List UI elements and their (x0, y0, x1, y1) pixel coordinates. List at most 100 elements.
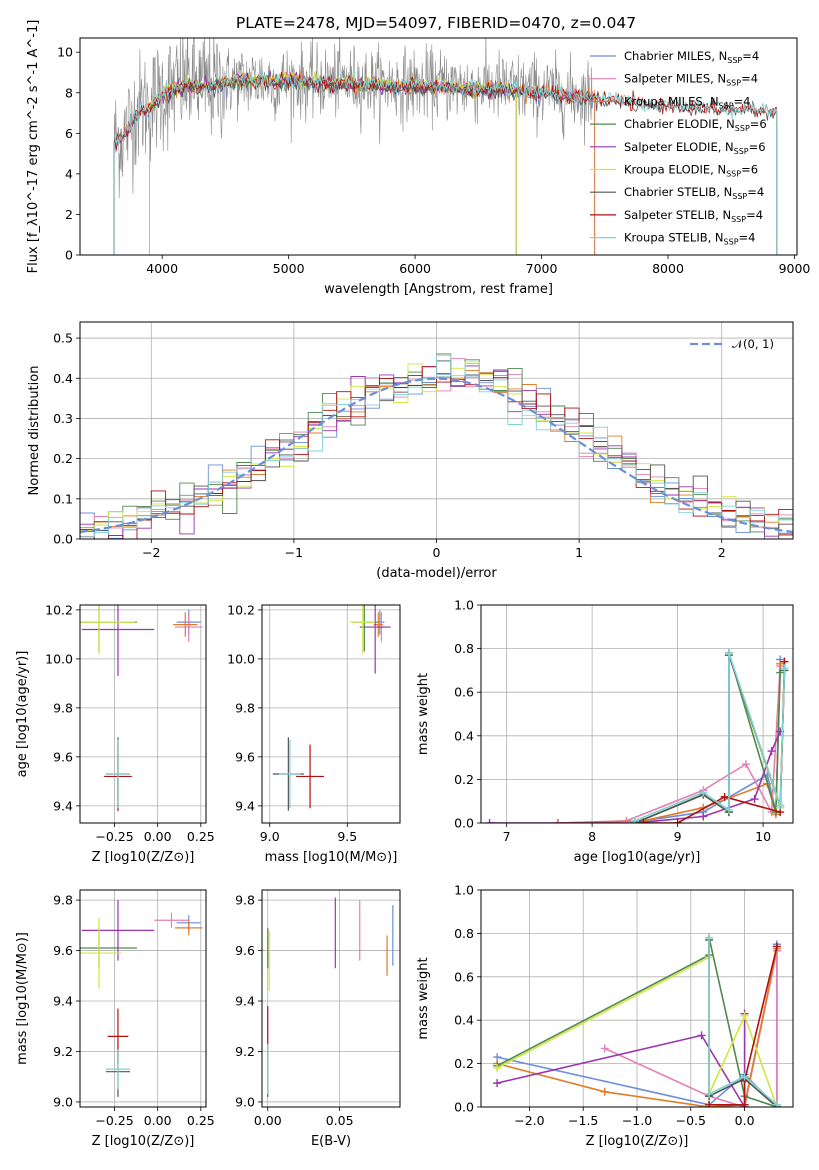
x-tick-label: 0.0 (735, 1113, 755, 1128)
axes-mass-vs-EBV: 0.00 0.05 9.0 9.2 9.4 9.6 9.8 E(B-V) (235, 889, 401, 1149)
x-axis-label: age [log10(age/yr)] (574, 850, 701, 865)
series-line-kroupa-miles (557, 663, 781, 823)
y-tick-label: 4 (65, 166, 73, 181)
y-tick-label: 9.0 (53, 1094, 73, 1109)
series-line-salpeter-stelib (709, 946, 778, 1106)
y-tick-label: 0.8 (454, 641, 474, 656)
plot-area-weight-vs-age (485, 648, 789, 823)
marker-salpeter-elodie (767, 747, 776, 756)
y-tick-label: 9.8 (235, 700, 255, 715)
x-tick-label: −0.25 (95, 1113, 133, 1128)
legend-label-chabrier-miles: Chabrier MILES, NSSP=4 (624, 49, 759, 65)
legend-text: Kroupa MILES, N (624, 94, 719, 108)
marker-salpeter-miles (600, 1044, 609, 1053)
axes-frame (79, 37, 798, 256)
x-tick-label: 0.00 (144, 1113, 172, 1128)
x-tick-label: 9.0 (260, 829, 280, 844)
axes-weight-vs-Z: −2.0 −1.5 −1.0 −0.5 0.0 0.0 0.2 0.4 0.6 0.8 1.0 Z [… (416, 883, 794, 1149)
marker-salpeter-elodie (699, 812, 708, 821)
y-tick-label: 10.2 (227, 602, 255, 617)
legend-text: Chabrier ELODIE, N (624, 117, 735, 131)
axes-weight-vs-age: 7 8 9 10 0.0 0.2 0.4 0.6 0.8 1.0 age [log10(age/yr… (416, 598, 794, 865)
y-tick-label: 0.5 (53, 331, 73, 346)
marker-salpeter-elodie (485, 819, 494, 823)
y-tick-label: 0.0 (53, 532, 73, 547)
legend-text: Chabrier STELIB, N (624, 185, 732, 199)
y-tick-label: 8 (65, 85, 73, 100)
x-tick-label: 7000 (526, 261, 558, 276)
y-tick-label: 1.0 (454, 598, 474, 613)
legend-text: =4 (746, 208, 763, 222)
y-axis-label: Normed distribution (27, 366, 42, 496)
y-tick-label: 9.4 (53, 798, 73, 813)
legend-label-salpeter-stelib: Salpeter STELIB, NSSP=4 (624, 208, 763, 224)
series-line-chabrier-stelib (708, 939, 778, 1107)
axes-spectrum: 4000 5000 6000 7000 8000 9000 0 2 4 6 8 10 wavelengt… (26, 20, 811, 297)
y-tick-label: 0 (65, 248, 73, 263)
axes-residuals: −2 −1 0 1 2 0.0 0.1 0.2 0.3 0.4 0.5 (data-model)/er… (27, 321, 794, 581)
marker-kroupa-elodie (740, 1011, 749, 1020)
legend-text: =4 (747, 185, 764, 199)
y-tick-label: 9.2 (235, 1044, 255, 1059)
plot-area-age-vs-Z (80, 605, 203, 811)
marker-salpeter-stelib (772, 942, 781, 951)
legend-text: =4 (734, 94, 751, 108)
legend-text: Salpeter STELIB, N (624, 208, 731, 222)
figure-title: PLATE=2478, MJD=54097, FIBERID=0470, z=0… (236, 14, 636, 32)
x-tick-label: 7 (503, 829, 511, 844)
y-tick-label: 9.8 (53, 700, 73, 715)
y-axis-label: Flux [f_λ10^-17 erg cm^-2 s^-1 A^-1] (26, 20, 41, 274)
legend-text: =6 (750, 117, 767, 131)
y-tick-label: 2 (65, 207, 73, 222)
x-tick-label: 9000 (779, 261, 811, 276)
y-tick-label: 9.8 (235, 893, 255, 908)
y-tick-label: 9.8 (53, 893, 73, 908)
y-tick-label: 0.2 (454, 772, 474, 787)
y-tick-label: 10.2 (45, 602, 73, 617)
x-tick-label: −2 (142, 545, 160, 560)
x-tick-label: 8000 (652, 261, 684, 276)
marker-kroupa-stelib (705, 933, 714, 942)
marker-kroupa-stelib (724, 648, 733, 657)
series-line-salpeter-miles (604, 950, 778, 1107)
x-tick-label: 1 (575, 545, 583, 560)
x-axis-label: E(B-V) (311, 1134, 351, 1149)
legend-subscript: SSP (719, 101, 734, 110)
legend-text: =6 (741, 163, 758, 177)
series-line-salpeter-elodie (496, 1013, 746, 1107)
y-axis-label: mass weight (416, 673, 431, 755)
axes-frame (79, 604, 207, 824)
legend-subscript: SSP (734, 147, 749, 156)
axes-mass-vs-Z: −0.25 0.00 0.25 9.0 9.2 9.4 9.6 9.8 Z [log10(Z/Z… (15, 889, 215, 1149)
x-axis-label: (data-model)/error (376, 566, 497, 581)
y-tick-label: 0.4 (53, 371, 73, 386)
legend-subscript: SSP (724, 238, 739, 247)
x-tick-label: −2.0 (514, 1113, 544, 1128)
legend-label-chabrier-stelib: Chabrier STELIB, NSSP=4 (624, 185, 764, 201)
legend-text: Salpeter MILES, N (624, 72, 726, 86)
x-tick-label: 6000 (399, 261, 431, 276)
legend-label-kroupa-stelib: Kroupa STELIB, NSSP=4 (624, 231, 755, 247)
plot-area-residuals (80, 353, 793, 539)
x-tick-label: 0.25 (187, 829, 215, 844)
y-tick-label: 1.0 (454, 883, 474, 898)
x-axis-label: wavelength [Angstrom, rest frame] (324, 282, 553, 297)
marker-chabrier-elodie (776, 668, 785, 677)
legend-subscript: SSP (735, 124, 750, 133)
x-axis-label: Z [log10(Z/Z⊙)] (92, 1134, 195, 1149)
marker-kroupa-miles (600, 1087, 609, 1096)
legend-text: Chabrier MILES, N (624, 49, 727, 63)
y-tick-label: 0.0 (454, 1100, 474, 1115)
legend-text: =4 (739, 231, 756, 245)
x-tick-label: 8 (588, 829, 596, 844)
x-tick-label: 0.05 (326, 1113, 354, 1128)
legend-text: =4 (742, 49, 759, 63)
axes-age-vs-Z: −0.25 0.00 0.25 9.4 9.6 9.8 10.0 10.2 Z [log10(Z… (15, 602, 215, 865)
y-tick-label: 0.3 (53, 411, 73, 426)
axes-age-vs-mass: 9.0 9.5 9.4 9.6 9.8 10.0 10.2 mass [log10(M/M⊙)… (227, 602, 401, 865)
marker-kroupa-elodie (493, 1063, 502, 1072)
y-tick-label: 0.8 (454, 926, 474, 941)
x-tick-label: 0 (433, 545, 441, 560)
y-tick-label: 0.1 (53, 491, 73, 506)
